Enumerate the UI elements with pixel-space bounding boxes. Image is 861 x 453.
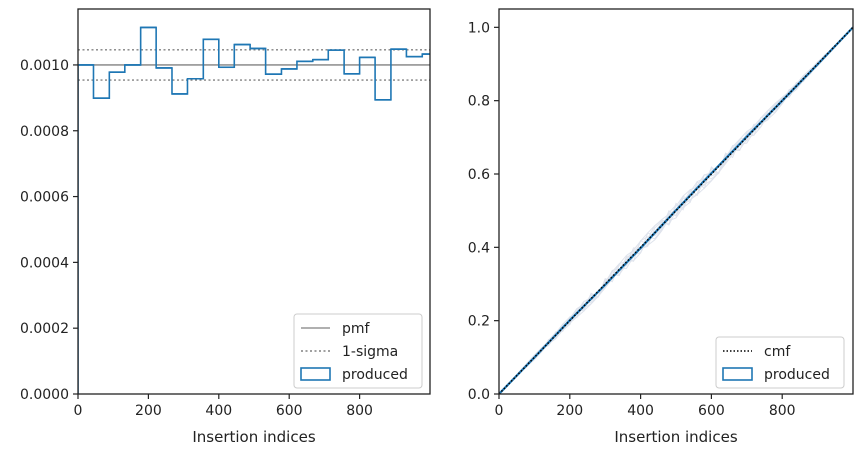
legend-sigma-label: 1-sigma — [342, 344, 398, 360]
y-tick-label: 0.4 — [468, 240, 490, 256]
x-tick-label: 200 — [135, 403, 162, 419]
cmf-line — [499, 26, 853, 394]
y-tick-label: 0.0004 — [20, 255, 69, 271]
axes-frame — [498, 8, 854, 395]
y-tick-label: 0.0002 — [20, 321, 69, 337]
legend-produced-label: produced — [764, 367, 830, 383]
y-tick-label: 0.2 — [468, 314, 490, 330]
x-tick-label: 0 — [495, 403, 504, 419]
x-tick-label: 800 — [769, 403, 796, 419]
x-tick-label: 0 — [74, 403, 83, 419]
right-panel-cmf-plot: 0 200 400 600 800 0.0 0.2 0.4 0.6 0.8 1.0 Insertion… — [468, 8, 854, 446]
right-legend: cmf produced — [715, 336, 845, 389]
y-tick-label: 0.0006 — [20, 190, 69, 206]
x-tick-label: 400 — [627, 403, 654, 419]
legend-produced-swatch — [300, 367, 331, 381]
legend-produced-swatch — [722, 367, 753, 381]
x-tick-label: 800 — [346, 403, 373, 419]
left-legend: pmf 1-sigma produced — [293, 313, 423, 389]
left-panel-pmf-histogram: 0 200 400 600 800 0.0000 0.0002 0.0004 0.0006 0.0… — [20, 8, 431, 446]
legend-produced-label: produced — [342, 367, 408, 383]
axes-frame — [77, 8, 431, 395]
left-plot-area — [78, 26, 430, 394]
y-tick-label: 0.8 — [468, 94, 490, 110]
x-tick-label: 600 — [698, 403, 725, 419]
legend-pmf-label: pmf — [342, 321, 371, 337]
legend-box — [293, 313, 423, 389]
x-tick-label: 400 — [205, 403, 232, 419]
right-plot-area — [499, 26, 853, 394]
legend-box — [715, 336, 845, 389]
y-tick-label: 1.0 — [468, 20, 490, 36]
x-axis-label: Insertion indices — [192, 428, 315, 446]
bootstrap-line — [499, 26, 853, 394]
y-tick-label: 0.0008 — [20, 124, 69, 140]
y-tick-label: 0.0 — [468, 387, 490, 403]
legend-cmf-label: cmf — [764, 344, 791, 360]
y-tick-label: 0.0010 — [20, 58, 69, 74]
x-axis-label: Insertion indices — [614, 428, 737, 446]
y-tick-label: 0.6 — [468, 167, 490, 183]
x-tick-label: 600 — [276, 403, 303, 419]
y-tick-label: 0.0000 — [20, 387, 69, 403]
x-tick-label: 200 — [556, 403, 583, 419]
